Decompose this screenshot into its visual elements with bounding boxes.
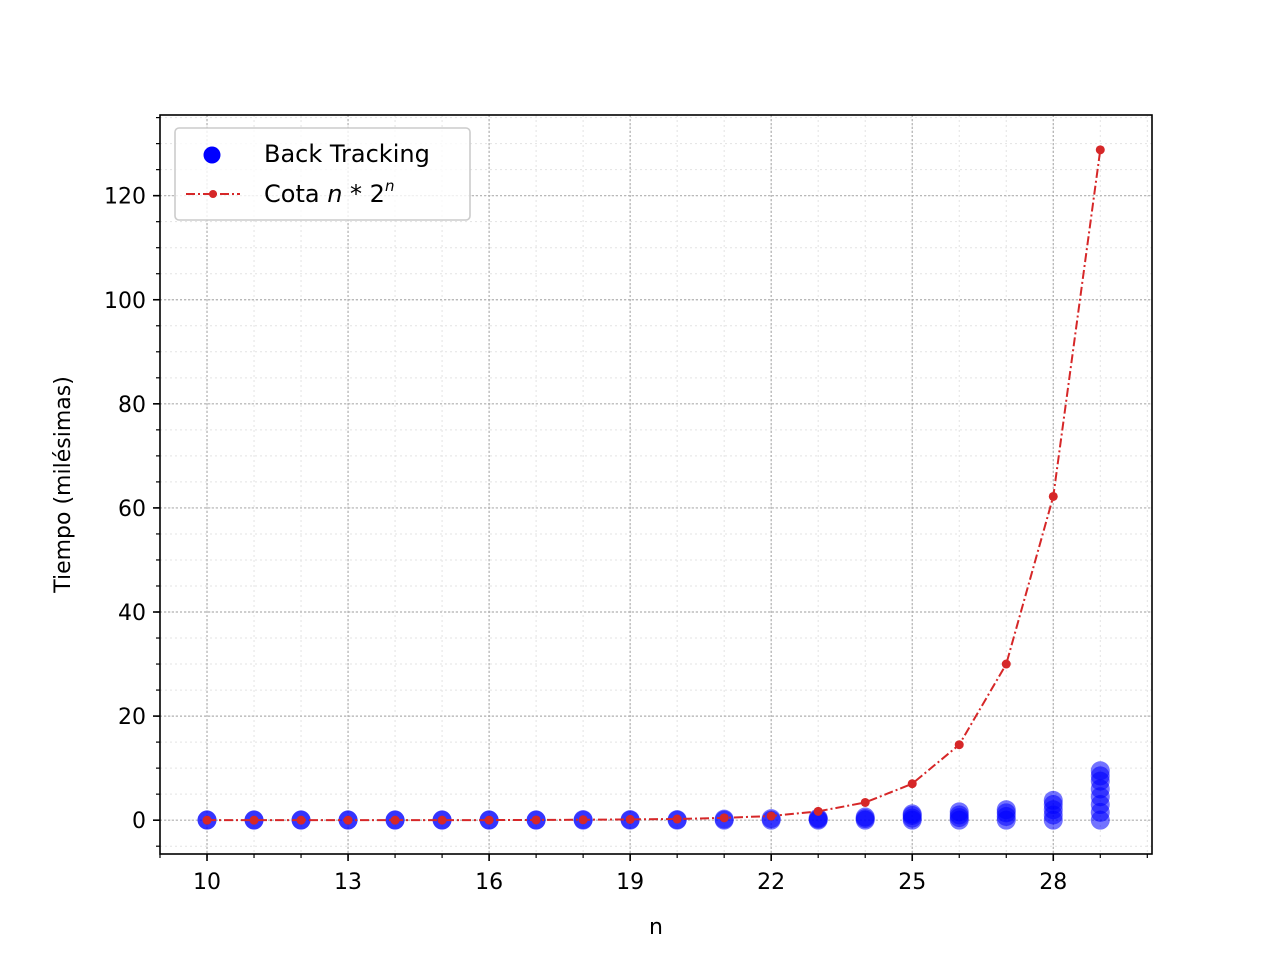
cota-point bbox=[531, 815, 541, 825]
cota-point bbox=[672, 814, 682, 824]
x-tick-label: 13 bbox=[334, 870, 362, 895]
x-tick-label: 10 bbox=[193, 870, 221, 895]
legend-label-cota: Cota n * 2n bbox=[264, 177, 394, 208]
x-tick-label: 22 bbox=[757, 870, 785, 895]
cota-point bbox=[813, 806, 823, 816]
x-tick-label: 16 bbox=[475, 870, 503, 895]
x-axis-label: n bbox=[649, 915, 663, 940]
cota-point bbox=[296, 815, 306, 825]
cota-point bbox=[437, 815, 447, 825]
x-tick-label: 28 bbox=[1039, 870, 1067, 895]
y-tick-label: 40 bbox=[118, 601, 146, 626]
scatter-point bbox=[1090, 761, 1110, 781]
legend-cota-word: Cota bbox=[264, 180, 327, 208]
cota-point bbox=[625, 814, 635, 824]
legend-cota-n: n bbox=[327, 180, 342, 208]
cota-point bbox=[249, 815, 259, 825]
scatter-point bbox=[1043, 790, 1063, 810]
legend-cota-exponent: n bbox=[385, 177, 395, 195]
cota-point bbox=[202, 815, 212, 825]
y-tick-label: 20 bbox=[118, 705, 146, 730]
x-axis: 10 13 16 19 22 25 28 bbox=[159, 854, 1148, 895]
minor-grid bbox=[159, 115, 1152, 854]
cota-point bbox=[860, 797, 870, 807]
scatter-point bbox=[902, 804, 922, 824]
cota-point bbox=[907, 779, 917, 789]
cota-point bbox=[1048, 491, 1058, 501]
line-layer bbox=[202, 145, 1105, 825]
legend-marker-back-tracking bbox=[203, 146, 221, 164]
cota-point bbox=[766, 811, 776, 821]
cota-point bbox=[719, 813, 729, 823]
cota-point bbox=[1001, 659, 1011, 669]
cota-line bbox=[207, 149, 1102, 822]
legend-cota-times-two: * 2 bbox=[342, 180, 385, 208]
cota-point bbox=[343, 815, 353, 825]
legend-label-back-tracking: Back Tracking bbox=[264, 140, 430, 168]
y-tick-label: 60 bbox=[118, 497, 146, 522]
cota-point bbox=[390, 815, 400, 825]
y-tick-label: 100 bbox=[104, 289, 146, 314]
major-grid bbox=[160, 115, 1152, 854]
x-tick-label: 19 bbox=[616, 870, 644, 895]
legend-box bbox=[174, 127, 471, 221]
cota-point bbox=[484, 815, 494, 825]
scatter-point bbox=[996, 800, 1016, 820]
cota-point bbox=[578, 815, 588, 825]
scatter-point bbox=[855, 807, 875, 827]
y-axis-label: Tiempo (milésimas) bbox=[51, 376, 76, 594]
cota-point bbox=[954, 740, 964, 750]
legend: Back Tracking Cota n * 2n bbox=[174, 127, 471, 221]
plot-frame bbox=[159, 114, 1153, 855]
y-tick-label: 120 bbox=[104, 185, 146, 210]
cota-point bbox=[1095, 145, 1105, 155]
scatter-point bbox=[808, 808, 828, 828]
x-tick-label: 25 bbox=[898, 870, 926, 895]
legend-marker-cota bbox=[209, 190, 217, 198]
y-axis: 0 20 40 60 80 100 120 bbox=[104, 117, 160, 847]
scatter-point bbox=[949, 802, 969, 822]
y-tick-label: 80 bbox=[118, 393, 146, 418]
y-tick-label: 0 bbox=[132, 809, 146, 834]
